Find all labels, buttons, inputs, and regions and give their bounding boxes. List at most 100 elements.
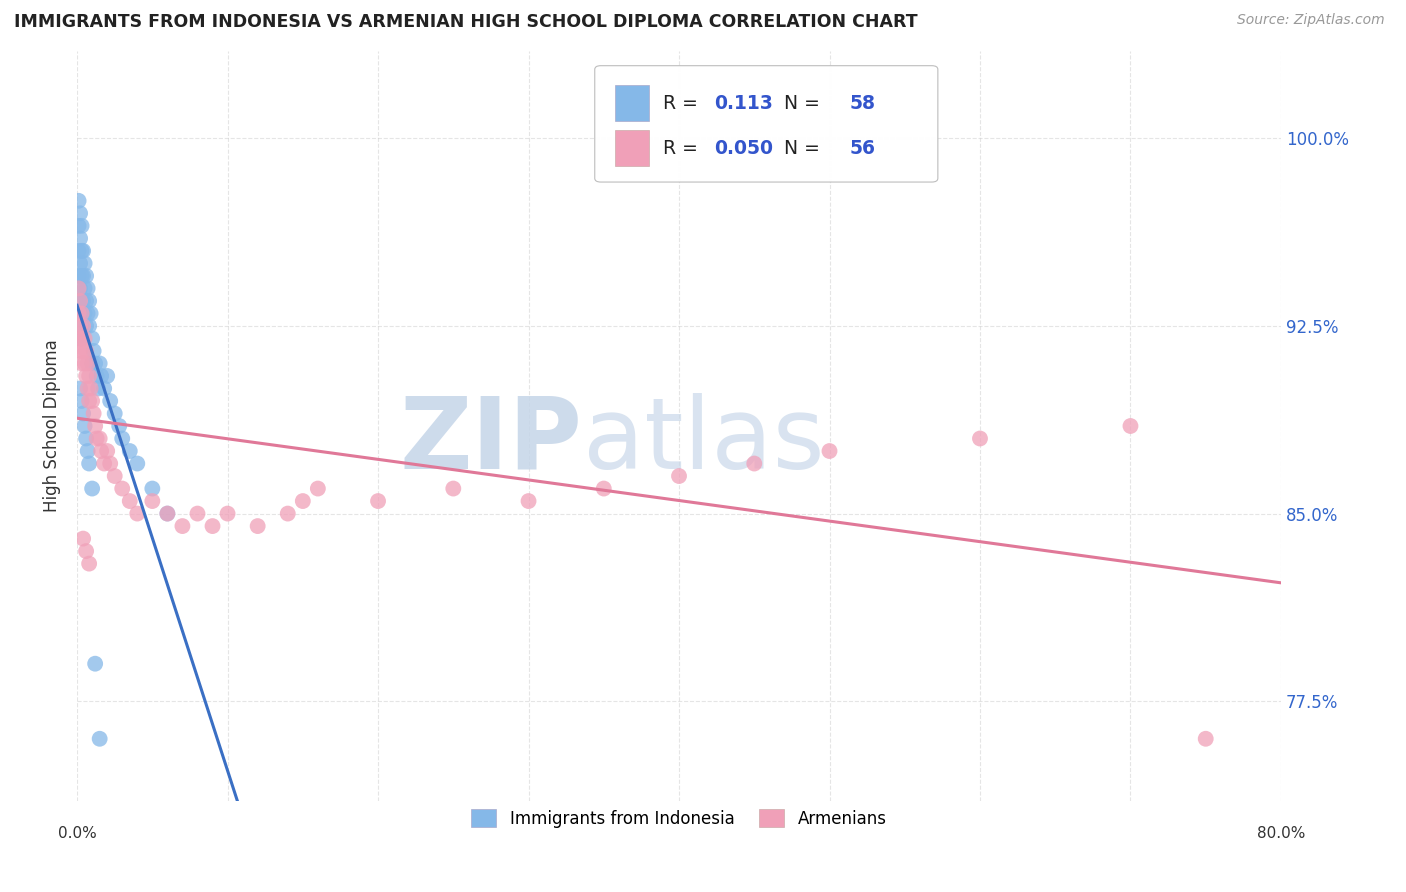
Point (67, 194, 90, 208)
Point (77, 368, 100, 383)
Point (70, 331, 93, 345)
Point (72, 268, 94, 283)
Point (69, 306, 91, 320)
Point (127, 507, 149, 521)
Point (104, 469, 127, 483)
Point (108, 419, 131, 434)
Point (1195, 731, 1218, 746)
Point (70, 219, 93, 233)
Text: 58: 58 (851, 94, 876, 112)
Text: R =: R = (664, 139, 704, 158)
Point (70, 293, 93, 308)
Point (93, 382, 115, 396)
Point (82, 394, 104, 409)
Text: 56: 56 (851, 139, 876, 158)
Point (86, 368, 108, 383)
Text: R =: R = (664, 94, 704, 112)
FancyBboxPatch shape (595, 66, 938, 182)
Point (76, 356, 98, 370)
Point (70, 394, 93, 409)
Point (82, 331, 104, 345)
Point (83, 343, 105, 358)
Point (67, 268, 90, 283)
Point (69, 231, 91, 245)
Point (76, 444, 98, 458)
Point (84, 657, 107, 671)
Point (96, 368, 118, 383)
Point (111, 432, 134, 446)
Point (98, 394, 121, 409)
Point (69, 256, 91, 270)
Point (75, 368, 97, 383)
Point (201, 519, 224, 533)
Point (73, 356, 96, 370)
Point (291, 494, 314, 508)
Point (104, 407, 127, 421)
Point (969, 432, 991, 446)
Point (89, 731, 111, 746)
Text: N =: N = (778, 94, 825, 112)
Point (82, 482, 104, 496)
Text: N =: N = (778, 139, 825, 158)
Point (86, 432, 108, 446)
Point (67, 293, 90, 308)
Point (72, 293, 94, 308)
Point (172, 519, 194, 533)
Point (111, 482, 134, 496)
Point (668, 469, 690, 483)
Point (156, 507, 179, 521)
Point (79, 382, 101, 396)
Point (1119, 419, 1142, 434)
Point (307, 482, 329, 496)
Point (70, 318, 93, 333)
Point (77, 457, 100, 471)
Point (73, 331, 96, 345)
Point (72, 407, 94, 421)
Point (70, 268, 93, 283)
Point (67, 306, 90, 320)
Point (87, 382, 110, 396)
Text: 0.113: 0.113 (714, 94, 773, 112)
Point (67, 281, 90, 295)
Point (73, 419, 96, 434)
Point (118, 494, 141, 508)
Point (72, 244, 94, 258)
Point (82, 356, 104, 370)
Point (517, 494, 540, 508)
Text: 80.0%: 80.0% (1257, 826, 1305, 841)
Point (69, 382, 91, 396)
Text: 0.0%: 0.0% (58, 826, 97, 841)
Y-axis label: High School Diploma: High School Diploma (44, 340, 60, 512)
Point (90, 368, 112, 383)
Point (84, 419, 107, 434)
Point (441, 482, 464, 496)
Point (70, 356, 93, 370)
Point (72, 318, 94, 333)
Point (70, 306, 93, 320)
Point (96, 444, 118, 458)
Point (67, 219, 90, 233)
Point (90, 444, 112, 458)
Text: Source: ZipAtlas.com: Source: ZipAtlas.com (1237, 13, 1385, 28)
Point (73, 306, 96, 320)
Point (75, 544, 97, 558)
Point (75, 318, 97, 333)
Point (77, 318, 100, 333)
Point (93, 457, 115, 471)
Point (69, 343, 91, 358)
Point (277, 507, 299, 521)
Point (72, 343, 94, 358)
Point (69, 206, 91, 220)
Text: IMMIGRANTS FROM INDONESIA VS ARMENIAN HIGH SCHOOL DIPLOMA CORRELATION CHART: IMMIGRANTS FROM INDONESIA VS ARMENIAN HI… (14, 13, 918, 31)
Text: ZIP: ZIP (399, 392, 582, 490)
Point (742, 457, 765, 471)
Point (89, 356, 111, 370)
Point (141, 482, 163, 496)
Point (186, 507, 208, 521)
Point (76, 382, 98, 396)
Text: 0.050: 0.050 (714, 139, 773, 158)
Point (75, 293, 97, 308)
Point (73, 256, 96, 270)
FancyBboxPatch shape (616, 130, 650, 166)
Point (76, 306, 98, 320)
